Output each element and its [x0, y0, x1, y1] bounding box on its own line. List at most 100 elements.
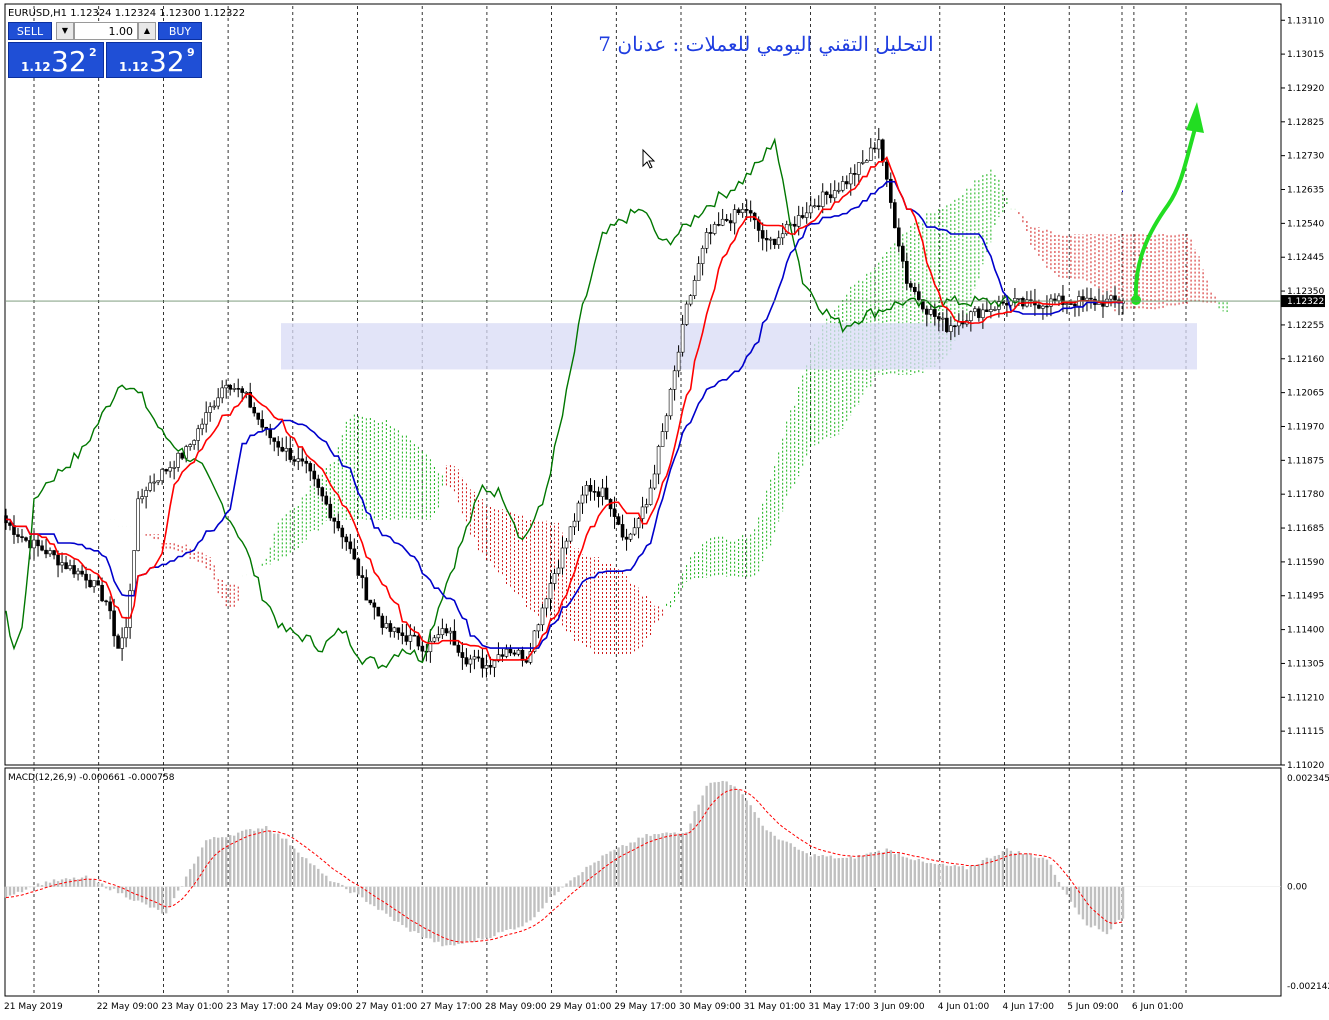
candle-body: [272, 437, 277, 442]
candle-body: [268, 429, 273, 439]
time-tick-label: 29 May 17:00: [614, 1002, 676, 1012]
macd-histogram-bar: [200, 847, 204, 887]
candle-body: [208, 406, 212, 413]
macd-histogram-bar: [52, 879, 56, 887]
macd-histogram-bar: [945, 865, 949, 887]
macd-histogram-bar: [1113, 886, 1117, 925]
sell-price[interactable]: 1.12 32 2: [8, 42, 104, 78]
macd-histogram-bar: [725, 781, 728, 887]
buy-button[interactable]: BUY: [158, 22, 202, 40]
macd-histogram-bar: [873, 853, 876, 887]
macd-histogram-bar: [261, 828, 264, 887]
sell-button[interactable]: SELL: [8, 22, 52, 40]
candle-body: [868, 147, 873, 161]
price-tick-label: 1.11590: [1287, 558, 1324, 568]
support-zone-rect: [281, 323, 1197, 370]
macd-histogram-bar: [1053, 874, 1057, 887]
macd-histogram-bar: [849, 856, 852, 887]
candle-body: [448, 630, 453, 634]
candle-body: [432, 637, 437, 642]
macd-histogram-bar: [12, 886, 16, 895]
candle-body: [604, 487, 609, 500]
macd-histogram-bar: [765, 830, 768, 887]
candle-body: [804, 212, 809, 218]
macd-histogram-bar: [717, 781, 720, 887]
candle-body: [496, 654, 501, 662]
main-frame: [4, 3, 1282, 766]
candle-body: [764, 238, 769, 241]
macd-histogram-bar: [745, 800, 748, 887]
candle-body: [588, 485, 593, 492]
macd-histogram-bar: [977, 864, 981, 887]
macd-histogram-bar: [545, 886, 548, 903]
lot-size-input[interactable]: [74, 22, 138, 40]
macd-histogram-bar: [409, 886, 412, 932]
buy-price[interactable]: 1.12 32 9: [106, 42, 202, 78]
candle-body: [500, 654, 505, 657]
candle-body: [732, 209, 737, 224]
candle-body: [720, 218, 725, 226]
candle-body: [724, 218, 729, 221]
macd-histogram-bar: [1073, 886, 1077, 908]
candle-body: [572, 520, 577, 528]
price-tick-label: 1.11115: [1287, 727, 1324, 737]
macd-histogram-bar: [1045, 859, 1049, 887]
candle-body: [676, 351, 681, 372]
candle-body: [392, 627, 397, 632]
macd-histogram-bar: [333, 882, 336, 887]
macd-histogram-bar: [389, 886, 392, 917]
price-tick-label: 1.12350: [1287, 287, 1324, 297]
candle-body: [880, 139, 885, 163]
candle-body: [792, 223, 797, 227]
time-tick-label: 3 Jun 09:00: [873, 1002, 925, 1012]
candle-body: [941, 317, 945, 320]
macd-histogram-bar: [637, 837, 640, 887]
candle-body: [276, 441, 281, 448]
candle-body: [840, 181, 845, 191]
candle-body: [548, 583, 553, 600]
macd-histogram-bar: [817, 855, 820, 887]
lot-decrease-button[interactable]: ▼: [56, 22, 74, 40]
candle-body: [148, 482, 152, 491]
candle-body: [568, 526, 573, 542]
kijun-sen-line: [5, 180, 1123, 649]
macd-histogram-bar: [997, 854, 1001, 887]
candle-body: [56, 554, 60, 566]
macd-histogram-bar: [1049, 864, 1053, 887]
candle-body: [512, 652, 517, 655]
candle-body: [232, 388, 237, 390]
macd-histogram-bar: [617, 847, 620, 887]
candle-body: [96, 580, 100, 586]
macd-histogram-bar: [613, 849, 616, 887]
macd-histogram-bar: [521, 886, 524, 927]
candle-body: [1049, 298, 1053, 307]
macd-histogram-bar: [361, 886, 364, 898]
macd-histogram-bar: [925, 863, 929, 887]
candle-body: [544, 598, 549, 609]
lot-increase-button[interactable]: ▲: [138, 22, 156, 40]
buy-price-pip: 9: [187, 46, 195, 59]
macd-histogram-bar: [953, 865, 957, 887]
candle-body: [644, 504, 649, 508]
macd-histogram-bar: [421, 886, 424, 938]
candle-body: [909, 283, 913, 288]
candle-body: [760, 230, 765, 239]
candle-body: [985, 309, 989, 312]
macd-panel: [4, 780, 1281, 947]
candle-body: [308, 463, 313, 472]
macd-histogram-bar: [216, 837, 220, 887]
candle-body: [864, 160, 869, 163]
macd-histogram-bar: [96, 882, 100, 887]
macd-histogram-bar: [709, 782, 712, 887]
candle-body: [600, 487, 605, 497]
macd-histogram-bar: [188, 869, 192, 887]
macd-histogram-bar: [553, 886, 556, 896]
macd-histogram-bar: [477, 886, 480, 939]
candle-body: [560, 547, 565, 569]
candle-body: [116, 635, 120, 649]
macd-histogram-bar: [309, 863, 312, 887]
macd-histogram-bar: [473, 886, 476, 942]
macd-histogram-bar: [625, 845, 628, 887]
candle-body: [1053, 298, 1057, 301]
